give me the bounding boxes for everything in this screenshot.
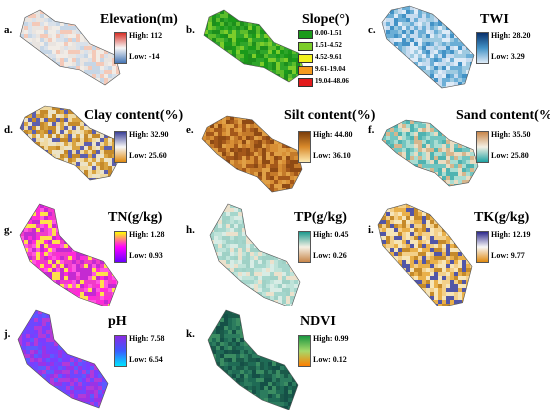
panel-e: e. Silt content(%) High: 44.80 Low: 36.10 <box>182 100 375 204</box>
panel-title-d: Clay content(%) <box>84 108 184 123</box>
panel-label-g: g. <box>4 224 13 236</box>
legend-gradient-bar <box>298 131 311 163</box>
panel-label-e: e. <box>186 124 194 136</box>
panel-title-g: TN(g/kg) <box>108 210 163 225</box>
panel-label-h: h. <box>186 224 195 236</box>
legend-swatch <box>298 42 313 51</box>
legend-low-label: Low: 6.54 <box>129 355 163 364</box>
panel-j: j. pH High: 7.58 Low: 6.54 <box>0 306 182 410</box>
panel-label-i: i. <box>368 224 374 236</box>
legend-class-label: 4.52-9.61 <box>315 53 342 61</box>
panel-title-j: pH <box>108 314 127 329</box>
legend-gradient-bar <box>476 231 489 263</box>
panel-title-c: TWI <box>480 12 509 27</box>
legend-low-label: Low: 0.26 <box>313 251 347 260</box>
legend-high-label: High: 32.90 <box>129 130 169 139</box>
legend-low-label: Low: 0.93 <box>129 251 163 260</box>
panel-label-a: a. <box>4 24 13 36</box>
legend-high-label: High: 112 <box>129 31 163 40</box>
legend-low-label: Low: 9.77 <box>491 251 525 260</box>
legend-high-label: High: 1.28 <box>129 230 165 239</box>
panel-c: c. TWI High: 28.20 Low: 3.29 <box>364 0 546 104</box>
panel-label-b: b. <box>186 24 195 36</box>
map-a <box>19 9 121 86</box>
panel-title-h: TP(g/kg) <box>294 210 347 225</box>
legend-gradient-bar <box>114 335 127 367</box>
legend-gradient-bar <box>114 231 127 263</box>
legend-swatch <box>298 66 313 75</box>
legend-high-label: High: 7.58 <box>129 334 165 343</box>
map-i <box>377 203 473 306</box>
legend-swatch <box>298 54 313 63</box>
legend-gradient-bar <box>114 131 127 163</box>
panel-title-e: Silt content(%) <box>284 108 376 123</box>
panel-label-k: k. <box>186 328 195 340</box>
legend-high-label: High: 0.99 <box>313 334 349 343</box>
legend-gradient-bar <box>476 131 489 163</box>
legend-high-label: High: 0.45 <box>313 230 349 239</box>
legend-low-label: Low: -14 <box>129 52 160 61</box>
map-b <box>203 9 305 83</box>
panel-title-b: Slope(°) <box>302 12 350 27</box>
panel-label-j: j. <box>4 328 11 340</box>
legend-class-label: 1.51-4.52 <box>315 41 342 49</box>
legend-low-label: Low: 3.29 <box>491 52 525 61</box>
legend-class-label: 9.61-19.04 <box>315 65 346 73</box>
panel-k: k. NDVI High: 0.99 Low: 0.12 <box>182 306 364 410</box>
panel-title-i: TK(g/kg) <box>474 210 530 225</box>
map-e <box>201 115 303 193</box>
map-g <box>19 203 119 306</box>
legend-low-label: Low: 36.10 <box>313 151 351 160</box>
legend-low-label: Low: 0.12 <box>313 355 347 364</box>
panel-label-d: d. <box>4 124 13 136</box>
legend-low-label: Low: 25.80 <box>491 151 529 160</box>
legend-swatch <box>298 30 313 39</box>
legend-high-label: High: 28.20 <box>491 31 531 40</box>
panel-a: a. Elevation(m) High: 112 Low: -14 <box>0 0 182 104</box>
map-h <box>209 203 301 306</box>
panel-title-f: Sand content(%) <box>456 108 550 123</box>
legend-class-label: 0.00-1.51 <box>315 29 342 37</box>
panel-b: b. Slope(°) 0.00-1.51 1.51-4.52 4.52-9.61 9.6… <box>182 0 364 104</box>
legend-high-label: High: 12.19 <box>491 230 531 239</box>
legend-class-label: 19.04-48.06 <box>315 77 349 85</box>
panel-label-f: f. <box>368 124 375 136</box>
legend-gradient-bar <box>476 32 489 64</box>
panel-title-a: Elevation(m) <box>100 12 178 27</box>
map-k <box>207 309 299 410</box>
map-f <box>381 119 479 187</box>
panel-label-c: c. <box>368 24 376 36</box>
legend-high-label: High: 35.50 <box>491 130 531 139</box>
map-j <box>17 309 109 409</box>
panel-title-k: NDVI <box>300 314 336 329</box>
panel-f: f. Sand content(%) High: 35.50 Low: 25.80 <box>364 100 550 204</box>
map-c <box>381 5 475 89</box>
legend-high-label: High: 44.80 <box>313 130 353 139</box>
panel-h: h. TP(g/kg) High: 0.45 Low: 0.26 <box>182 202 364 306</box>
panel-g: g. TN(g/kg) High: 1.28 Low: 0.93 <box>0 202 182 306</box>
legend-low-label: Low: 25.60 <box>129 151 167 160</box>
legend-gradient-bar <box>298 335 311 367</box>
panel-i: i. TK(g/kg) High: 12.19 Low: 9.77 <box>364 202 546 306</box>
legend-swatch <box>298 78 313 87</box>
legend-gradient-bar <box>114 32 127 64</box>
legend-gradient-bar <box>298 231 311 263</box>
panel-d: d. Clay content(%) High: 32.90 Low: 25.60 <box>0 100 184 204</box>
